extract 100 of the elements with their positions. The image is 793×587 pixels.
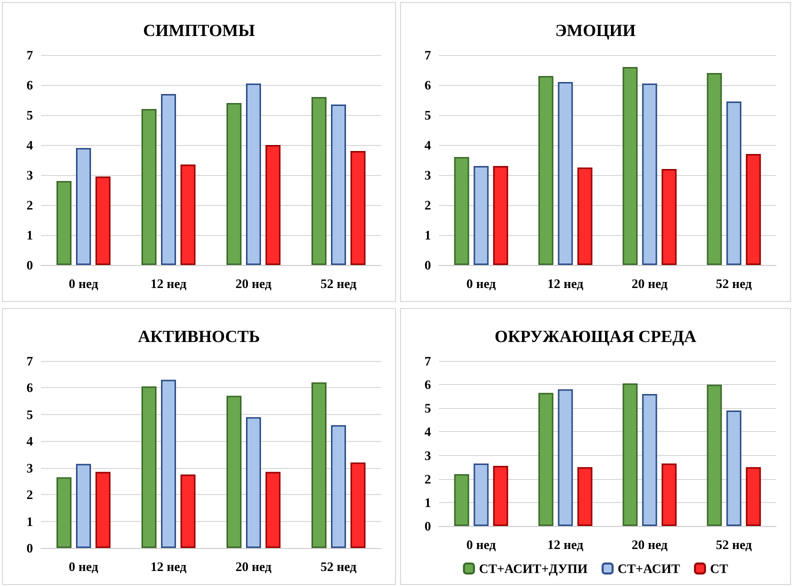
y-tick-label: 7: [26, 354, 34, 368]
y-tick-label: 4: [424, 424, 432, 440]
y-tick-label: 3: [26, 460, 34, 476]
y-tick-label: 1: [424, 228, 431, 242]
y-tick-label: 7: [424, 354, 432, 368]
y-tick-label: 3: [424, 168, 432, 182]
x-tick-label: 0 нед: [68, 276, 99, 291]
bar: [161, 380, 176, 548]
y-tick-label: 2: [424, 198, 431, 212]
bar: [662, 464, 677, 526]
y-tick-label: 1: [26, 228, 33, 242]
bar: [226, 103, 242, 265]
y-tick-label: 5: [26, 406, 34, 422]
bar: [577, 467, 592, 526]
bar: [538, 76, 554, 265]
bar: [726, 410, 742, 526]
x-tick-label: 12 нед: [547, 276, 584, 291]
y-tick-label: 4: [26, 434, 34, 449]
bar: [350, 462, 366, 548]
y-tick-label: 1: [424, 494, 431, 510]
bar: [454, 157, 470, 265]
x-tick-label: 0 нед: [466, 276, 496, 291]
y-tick-label: 7: [26, 48, 34, 62]
chart-title: ЭМОЦИИ: [555, 21, 636, 40]
y-tick-label: 0: [26, 258, 33, 272]
bar: [558, 389, 573, 526]
y-tick-label: 1: [26, 514, 33, 529]
bar: [246, 84, 261, 265]
x-tick-label: 12 нед: [547, 537, 584, 552]
y-tick-label: 0: [424, 518, 431, 534]
bar: [706, 73, 722, 265]
bar: [538, 392, 554, 526]
bar: [56, 181, 72, 265]
x-tick-label: 20 нед: [236, 559, 272, 574]
bar: [350, 151, 366, 265]
bar: [474, 464, 489, 526]
bar: [246, 417, 261, 548]
bar: [746, 467, 761, 526]
x-tick-label: 52 нед: [716, 537, 752, 552]
y-tick-label: 5: [26, 108, 34, 122]
bar: [493, 166, 508, 265]
x-tick-label: 52 нед: [320, 559, 357, 574]
bar: [642, 84, 658, 265]
y-tick-label: 6: [26, 380, 34, 396]
legend-label: СТ+АСИТ: [618, 561, 680, 576]
bar: [56, 477, 72, 548]
bar: [726, 102, 742, 265]
bar: [474, 166, 489, 265]
chart-title: СИМПТОМЫ: [143, 21, 256, 40]
bar: [142, 386, 156, 548]
y-tick-label: 3: [424, 448, 432, 463]
x-tick-label: 20 нед: [632, 537, 668, 552]
y-tick-label: 3: [26, 168, 34, 182]
bar: [161, 94, 176, 265]
bar: [142, 109, 156, 265]
y-tick-label: 5: [424, 108, 432, 122]
y-tick-label: 0: [424, 258, 431, 272]
y-tick-label: 6: [424, 377, 432, 392]
x-tick-label: 12 нед: [150, 559, 187, 574]
chart-title: АКТИВНОСТЬ: [138, 327, 260, 346]
bar: [312, 97, 326, 265]
bar: [312, 382, 326, 548]
y-tick-label: 4: [26, 138, 34, 152]
y-tick-label: 0: [26, 540, 33, 556]
legend-label: СТ: [710, 561, 728, 576]
bar: [226, 396, 242, 548]
bar: [746, 154, 761, 265]
x-tick-label: 52 нед: [320, 276, 357, 291]
bar: [622, 383, 638, 526]
bar: [493, 466, 508, 526]
bar: [180, 164, 196, 265]
bar: [266, 145, 280, 265]
bar: [454, 474, 470, 526]
chart-title: ОКРУЖАЮЩАЯ СРЕДА: [494, 327, 698, 346]
x-tick-label: 20 нед: [236, 276, 272, 291]
bar: [266, 472, 280, 548]
y-tick-label: 2: [26, 198, 33, 212]
bar: [642, 394, 658, 526]
y-tick-label: 6: [424, 78, 432, 92]
bar: [622, 67, 638, 265]
x-tick-label: 52 нед: [716, 276, 752, 291]
bar: [96, 176, 110, 265]
bar: [662, 169, 677, 265]
bar: [331, 425, 346, 548]
x-tick-label: 0 нед: [466, 537, 496, 552]
bar: [558, 82, 573, 265]
bar: [76, 148, 91, 265]
bar: [180, 474, 196, 548]
bar: [96, 472, 110, 548]
x-tick-label: 0 нед: [68, 559, 99, 574]
x-tick-label: 20 нед: [632, 276, 668, 291]
bar: [331, 104, 346, 265]
x-tick-label: 12 нед: [150, 276, 187, 291]
y-tick-label: 4: [424, 138, 432, 152]
y-tick-label: 6: [26, 78, 34, 92]
legend-label: СТ+АСИТ+ДУПИ: [478, 561, 588, 576]
y-tick-label: 2: [26, 487, 33, 502]
y-tick-label: 2: [424, 471, 431, 486]
bar: [706, 384, 722, 526]
bar: [76, 464, 91, 548]
